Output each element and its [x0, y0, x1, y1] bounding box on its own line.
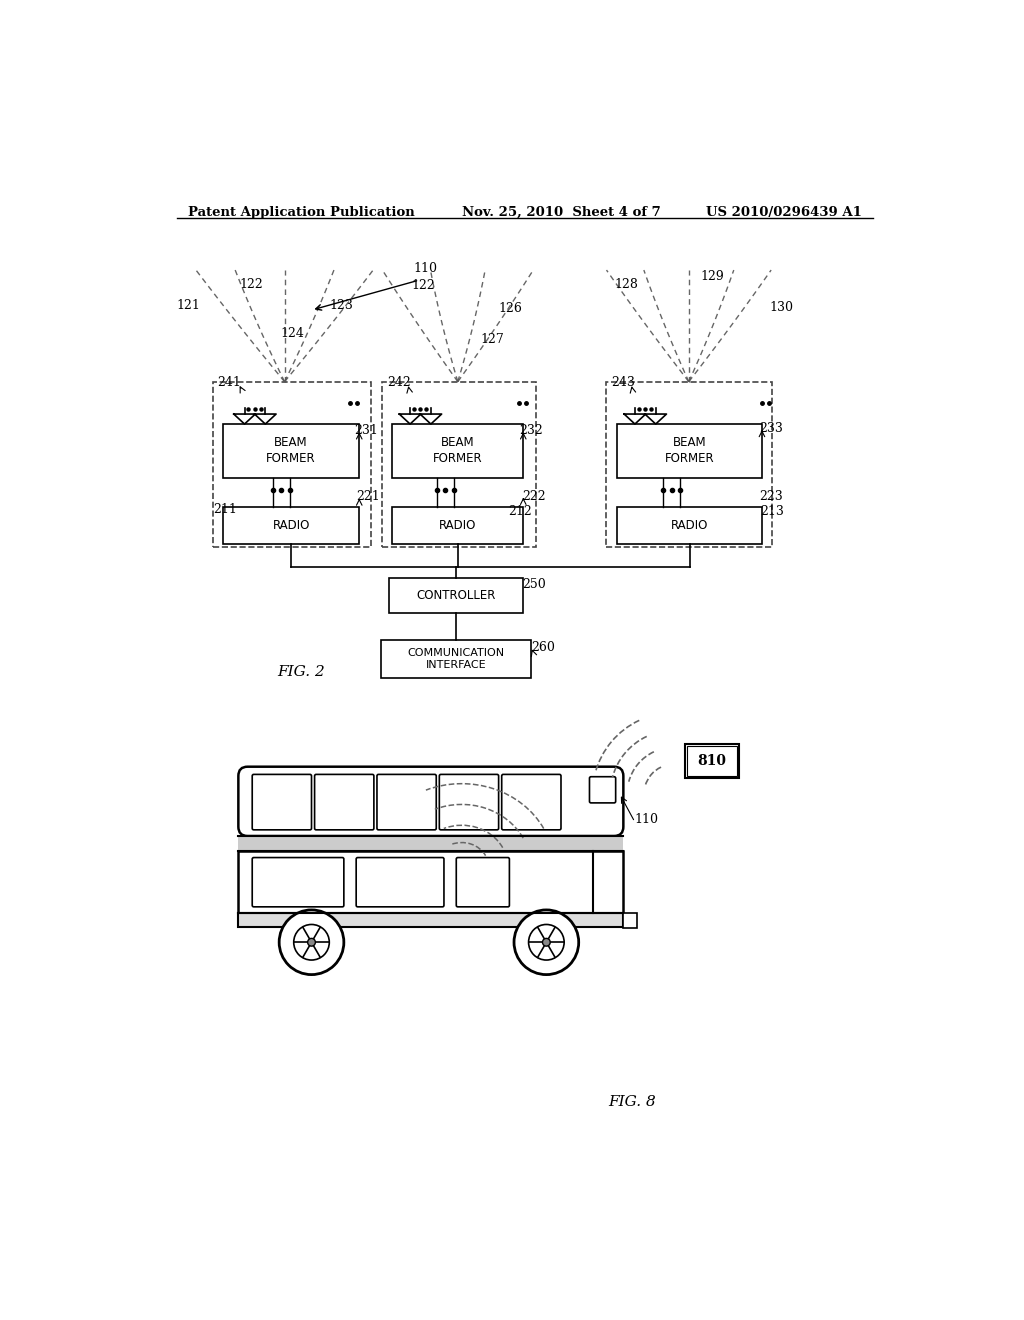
- Text: 221: 221: [356, 490, 380, 503]
- Bar: [388, 578, 523, 612]
- FancyBboxPatch shape: [239, 767, 624, 836]
- Text: BEAM
FORMER: BEAM FORMER: [433, 437, 482, 466]
- Text: 222: 222: [521, 490, 546, 503]
- Text: 213: 213: [761, 506, 784, 517]
- Text: 242: 242: [387, 376, 411, 389]
- Bar: [624, 913, 637, 928]
- Bar: [392, 424, 523, 478]
- Text: 810: 810: [697, 754, 726, 768]
- Text: 127: 127: [481, 333, 505, 346]
- Text: 250: 250: [521, 578, 546, 591]
- FancyBboxPatch shape: [457, 858, 509, 907]
- Text: 243: 243: [611, 376, 635, 389]
- Text: 223: 223: [759, 490, 782, 503]
- Text: 124: 124: [281, 327, 304, 341]
- Text: RADIO: RADIO: [671, 519, 709, 532]
- Bar: [239, 851, 624, 913]
- FancyBboxPatch shape: [252, 775, 311, 830]
- Text: 241: 241: [217, 376, 241, 389]
- Bar: [685, 743, 739, 779]
- Text: CONTROLLER: CONTROLLER: [416, 589, 496, 602]
- Text: COMMUNICATION
INTERFACE: COMMUNICATION INTERFACE: [408, 648, 505, 671]
- FancyBboxPatch shape: [252, 858, 344, 907]
- Text: BEAM
FORMER: BEAM FORMER: [266, 437, 316, 466]
- Text: 260: 260: [531, 642, 555, 655]
- Text: 212: 212: [508, 506, 531, 517]
- Text: Nov. 25, 2010  Sheet 4 of 7: Nov. 25, 2010 Sheet 4 of 7: [462, 206, 660, 219]
- Bar: [239, 913, 624, 927]
- Text: RADIO: RADIO: [439, 519, 476, 532]
- Circle shape: [280, 909, 344, 974]
- Circle shape: [543, 939, 550, 946]
- Text: 129: 129: [700, 271, 724, 282]
- Bar: [381, 640, 531, 678]
- Bar: [687, 746, 736, 776]
- Text: 233: 233: [759, 422, 782, 434]
- Text: FIG. 8: FIG. 8: [608, 1094, 655, 1109]
- Bar: [617, 507, 762, 544]
- Text: 123: 123: [330, 300, 353, 313]
- FancyBboxPatch shape: [314, 775, 374, 830]
- FancyBboxPatch shape: [377, 775, 436, 830]
- Text: Patent Application Publication: Patent Application Publication: [188, 206, 415, 219]
- Circle shape: [514, 909, 579, 974]
- FancyBboxPatch shape: [502, 775, 561, 830]
- Text: 122: 122: [412, 280, 435, 292]
- Text: RADIO: RADIO: [272, 519, 310, 532]
- Circle shape: [307, 939, 315, 946]
- Text: 232: 232: [519, 424, 543, 437]
- Text: 122: 122: [240, 277, 263, 290]
- Bar: [606, 381, 772, 548]
- Text: BEAM
FORMER: BEAM FORMER: [665, 437, 715, 466]
- Bar: [382, 381, 537, 548]
- FancyBboxPatch shape: [439, 775, 499, 830]
- Bar: [223, 507, 359, 544]
- Bar: [392, 507, 523, 544]
- Bar: [223, 424, 359, 478]
- Text: 128: 128: [614, 277, 638, 290]
- Text: 121: 121: [176, 300, 200, 313]
- FancyBboxPatch shape: [590, 776, 615, 803]
- Text: 110: 110: [635, 813, 658, 826]
- Text: FIG. 2: FIG. 2: [276, 665, 325, 678]
- FancyBboxPatch shape: [356, 858, 444, 907]
- Text: 130: 130: [770, 301, 794, 314]
- Text: 211: 211: [213, 503, 237, 516]
- Text: 110: 110: [414, 263, 438, 276]
- Bar: [213, 381, 371, 548]
- Text: 126: 126: [499, 302, 522, 315]
- Bar: [617, 424, 762, 478]
- Text: US 2010/0296439 A1: US 2010/0296439 A1: [707, 206, 862, 219]
- Text: 231: 231: [354, 424, 378, 437]
